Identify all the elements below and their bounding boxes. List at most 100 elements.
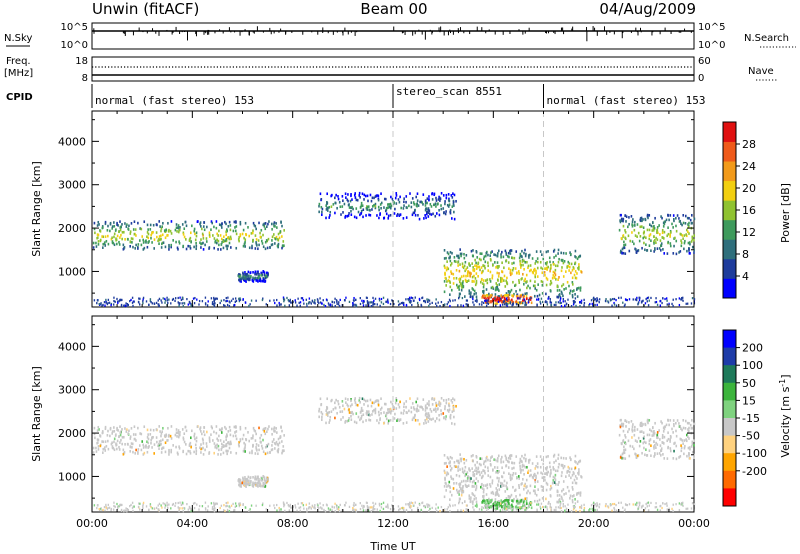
power-point (431, 198, 434, 201)
velocity-point (254, 429, 257, 433)
velocity-point (227, 449, 229, 453)
power-point (225, 230, 227, 234)
velocity-point (298, 506, 300, 509)
power-point (102, 246, 104, 249)
power-point (251, 231, 254, 235)
power-point (202, 241, 204, 245)
velocity-point (265, 479, 267, 482)
power-point (571, 281, 574, 284)
power-point (429, 302, 431, 305)
velocity-point (549, 472, 552, 476)
power-point (645, 297, 647, 301)
power-point (625, 220, 627, 223)
power-point (485, 254, 487, 258)
velocity-point (576, 500, 579, 503)
power-point (667, 240, 670, 244)
velocity-point (438, 413, 440, 417)
power-point (225, 237, 228, 241)
velocity-point (689, 423, 692, 427)
velocity-point (358, 396, 361, 400)
velocity-point (671, 427, 673, 431)
power-point (560, 258, 563, 262)
velocity-point (571, 500, 574, 504)
velocity-point (228, 442, 231, 446)
power-point (535, 250, 538, 253)
power-point (558, 275, 560, 279)
velocity-point (334, 401, 336, 405)
velocity-point (448, 461, 450, 465)
velocity-point (249, 508, 251, 511)
velocity-point (121, 442, 123, 446)
velocity-point (291, 506, 293, 509)
power-point (411, 303, 413, 307)
power-point (213, 303, 215, 306)
power-point (455, 276, 458, 280)
power-point (267, 237, 270, 241)
velocity-point (645, 448, 647, 452)
power-point (369, 301, 372, 304)
power-point (498, 296, 501, 300)
power-point (525, 273, 528, 277)
power-point (179, 226, 181, 229)
velocity-point (639, 440, 642, 443)
power-point (119, 226, 122, 229)
velocity-point (97, 445, 100, 448)
power-point (343, 202, 346, 206)
velocity-point (478, 470, 481, 474)
velocity-point (329, 419, 331, 422)
power-point (622, 234, 625, 237)
power-point (496, 254, 499, 258)
power-point (434, 202, 437, 205)
velocity-point (359, 400, 361, 404)
velocity-point (208, 452, 210, 455)
velocity-point (435, 410, 437, 413)
power-point (116, 234, 119, 238)
power-point (693, 248, 695, 252)
power-point (278, 303, 281, 307)
velocity-point (499, 509, 502, 512)
power-point (241, 276, 244, 280)
velocity-point (669, 447, 672, 450)
velocity-point (198, 508, 200, 511)
power-point (457, 297, 460, 300)
power-point (116, 297, 118, 301)
power-point (369, 209, 371, 212)
velocity-point (536, 471, 539, 475)
velocity-point (686, 454, 688, 458)
velocity-point (331, 398, 333, 402)
power-point (225, 222, 227, 226)
power-point (553, 276, 556, 279)
velocity-point (254, 439, 257, 442)
power-point (245, 233, 247, 236)
velocity-point (229, 429, 232, 432)
power-point (496, 300, 499, 303)
velocity-point (447, 506, 450, 509)
power-point (475, 261, 477, 265)
velocity-point (242, 476, 244, 480)
velocity-point (223, 504, 225, 507)
velocity-point (151, 446, 153, 449)
velocity-point (536, 465, 539, 469)
velocity-point (200, 443, 202, 446)
power-point (218, 223, 221, 226)
power-point (433, 203, 435, 207)
velocity-point (510, 493, 513, 497)
power-point (539, 250, 542, 253)
velocity-point (421, 501, 424, 504)
power-point (568, 269, 570, 272)
power-point (403, 197, 405, 200)
velocity-point (544, 505, 547, 509)
velocity-point (476, 461, 479, 464)
power-point (276, 298, 278, 302)
velocity-point (319, 502, 321, 505)
power-point (305, 298, 308, 301)
power-point (536, 294, 539, 298)
power-point (96, 233, 99, 236)
power-point (451, 205, 454, 208)
power-point (328, 205, 331, 209)
power-point (229, 235, 232, 239)
power-point (488, 292, 490, 296)
power-point (213, 246, 215, 250)
power-point (434, 214, 437, 218)
velocity-point (258, 448, 260, 452)
